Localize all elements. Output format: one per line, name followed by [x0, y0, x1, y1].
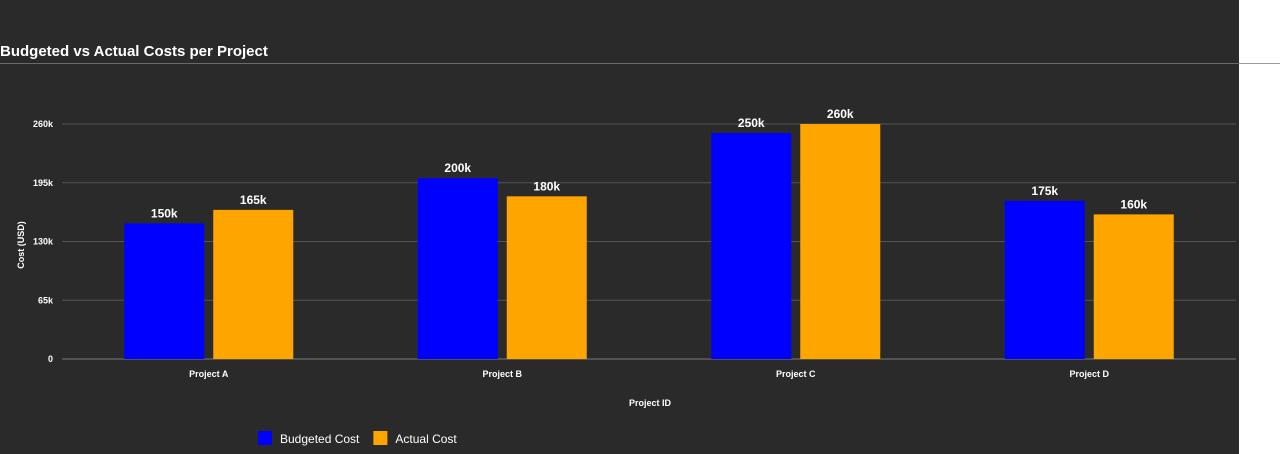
- data-label: 260k: [827, 107, 854, 121]
- title-divider: [0, 63, 1280, 64]
- y-tick-label: 195k: [33, 178, 54, 188]
- legend-swatch: [258, 431, 272, 445]
- bar-budgeted: [711, 133, 792, 359]
- data-label: 175k: [1031, 184, 1058, 198]
- y-axis-title: Cost (USD): [16, 221, 26, 269]
- data-label: 200k: [444, 161, 471, 175]
- data-label: 165k: [240, 193, 267, 207]
- x-tick-label: Project C: [776, 369, 816, 379]
- x-tick-label: Project D: [1069, 369, 1109, 379]
- bar-budgeted: [417, 178, 498, 359]
- data-label: 150k: [151, 206, 178, 220]
- bar-actual: [1093, 214, 1174, 359]
- bar-budgeted: [1004, 200, 1085, 359]
- y-tick-label: 130k: [33, 237, 54, 247]
- legend-label: Budgeted Cost: [280, 432, 360, 446]
- x-axis-title: Project ID: [629, 398, 672, 408]
- y-axis-ticks: 0 65k 130k 195k 260k: [33, 119, 54, 364]
- x-axis-ticks: Project A Project B Project C Project D: [189, 369, 1109, 379]
- data-label: 160k: [1120, 197, 1147, 211]
- legend: Budgeted Cost Actual Cost: [258, 431, 457, 446]
- x-tick-label: Project B: [482, 369, 522, 379]
- y-tick-label: 0: [48, 354, 53, 364]
- chart-title: Budgeted vs Actual Costs per Project: [0, 43, 268, 60]
- y-tick-label: 65k: [38, 295, 54, 305]
- data-labels: 150k 165k 200k 180k 250k 260k 175k 160k: [151, 107, 1148, 220]
- bar-budgeted: [124, 223, 205, 359]
- y-tick-label: 260k: [33, 119, 54, 129]
- bar-actual: [213, 209, 294, 359]
- x-tick-label: Project A: [189, 369, 229, 379]
- title-divider-extension: [1239, 63, 1280, 64]
- data-label: 180k: [533, 179, 560, 193]
- bar-actual: [506, 196, 587, 359]
- legend-swatch: [373, 431, 388, 445]
- data-label: 250k: [738, 116, 765, 130]
- bars: [124, 124, 1174, 359]
- bar-actual: [800, 124, 881, 359]
- legend-label: Actual Cost: [395, 432, 457, 446]
